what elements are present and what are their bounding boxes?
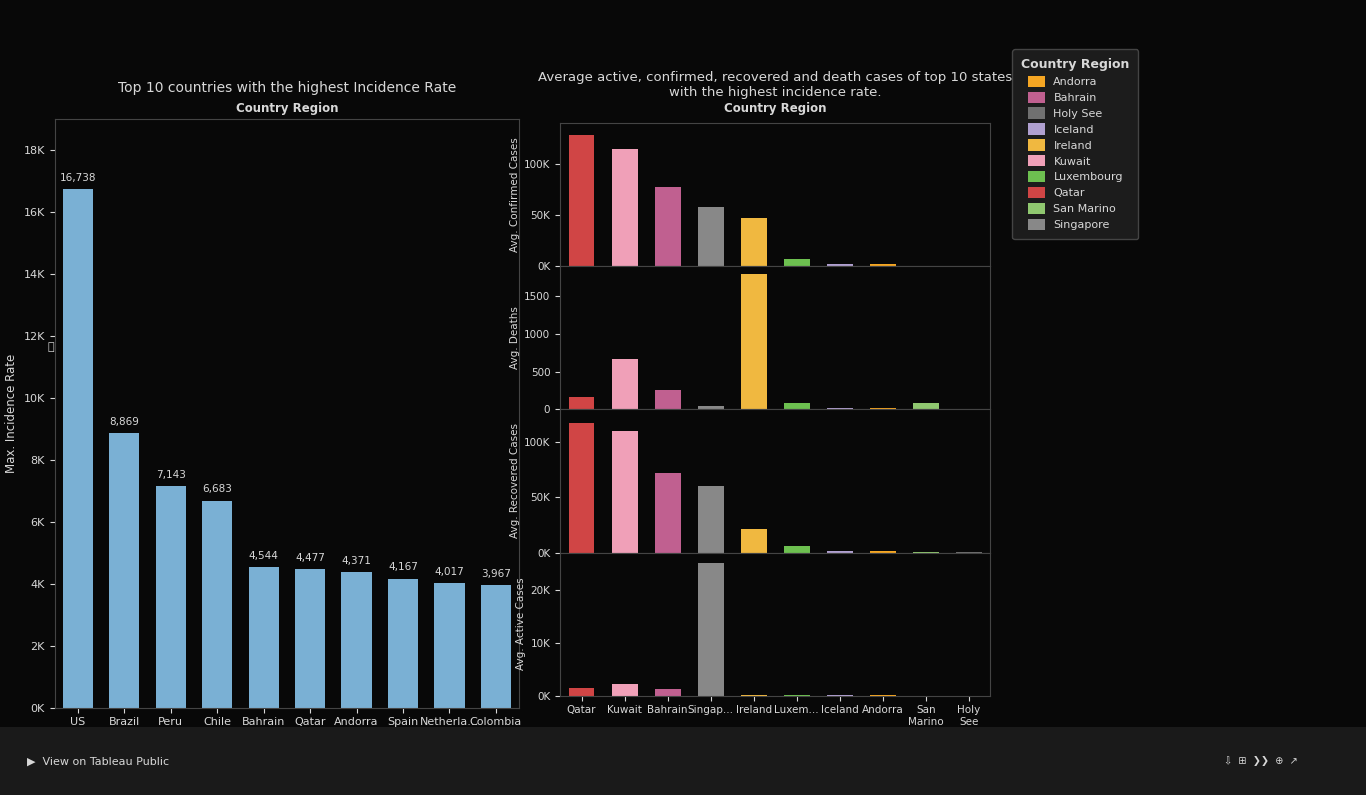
Y-axis label: Avg. Confirmed Cases: Avg. Confirmed Cases bbox=[510, 138, 520, 252]
Bar bbox=[568, 423, 594, 553]
Bar bbox=[342, 572, 372, 708]
Bar bbox=[698, 563, 724, 696]
Text: 4,167: 4,167 bbox=[388, 562, 418, 572]
Bar bbox=[784, 402, 810, 409]
Bar bbox=[202, 501, 232, 708]
Text: Average active, confirmed, recovered and death cases of top 10 states
with the h: Average active, confirmed, recovered and… bbox=[538, 72, 1012, 99]
Bar bbox=[612, 149, 638, 266]
Bar bbox=[912, 403, 938, 409]
Bar bbox=[568, 397, 594, 409]
Bar bbox=[698, 405, 724, 409]
Bar bbox=[295, 569, 325, 708]
Text: 4,371: 4,371 bbox=[342, 556, 372, 566]
Bar bbox=[568, 135, 594, 266]
Bar bbox=[826, 551, 852, 553]
Bar bbox=[740, 273, 766, 409]
Text: Top 10 countries with the highest Incidence Rate: Top 10 countries with the highest Incide… bbox=[117, 81, 456, 95]
Bar bbox=[698, 207, 724, 266]
Y-axis label: Max. Incidence Rate: Max. Incidence Rate bbox=[5, 354, 18, 473]
Bar bbox=[654, 688, 680, 696]
Bar bbox=[870, 551, 896, 553]
Y-axis label: Avg. Recovered Cases: Avg. Recovered Cases bbox=[510, 424, 520, 538]
Text: 4,477: 4,477 bbox=[295, 553, 325, 563]
Text: 4,017: 4,017 bbox=[434, 567, 464, 577]
Bar bbox=[740, 529, 766, 553]
Text: 4,544: 4,544 bbox=[249, 551, 279, 560]
Bar bbox=[481, 584, 511, 708]
Text: ⧈: ⧈ bbox=[48, 342, 55, 352]
Bar bbox=[870, 264, 896, 266]
Text: ⇩  ⊞  ❯❯  ⊕  ↗: ⇩ ⊞ ❯❯ ⊕ ↗ bbox=[1224, 756, 1298, 766]
Text: 16,738: 16,738 bbox=[60, 173, 96, 183]
Bar bbox=[109, 433, 139, 708]
Bar bbox=[612, 684, 638, 696]
Bar bbox=[63, 189, 93, 708]
Bar bbox=[612, 432, 638, 553]
Bar bbox=[568, 688, 594, 696]
Y-axis label: Avg. Deaths: Avg. Deaths bbox=[510, 306, 520, 370]
Y-axis label: Avg. Active Cases: Avg. Active Cases bbox=[516, 578, 526, 670]
Text: 3,967: 3,967 bbox=[481, 568, 511, 579]
Legend: Andorra, Bahrain, Holy See, Iceland, Ireland, Kuwait, Luxembourg, Qatar, San Mar: Andorra, Bahrain, Holy See, Iceland, Ire… bbox=[1012, 49, 1138, 239]
Bar bbox=[654, 473, 680, 553]
Text: Country Region: Country Region bbox=[724, 103, 826, 115]
Bar bbox=[388, 579, 418, 708]
Bar bbox=[654, 187, 680, 266]
Text: 7,143: 7,143 bbox=[156, 470, 186, 480]
Bar bbox=[784, 259, 810, 266]
Bar bbox=[870, 408, 896, 409]
Bar bbox=[826, 264, 852, 266]
Text: ▶  View on Tableau Public: ▶ View on Tableau Public bbox=[27, 756, 169, 766]
Text: 6,683: 6,683 bbox=[202, 484, 232, 494]
Bar bbox=[612, 359, 638, 409]
Bar bbox=[740, 219, 766, 266]
Text: 8,869: 8,869 bbox=[109, 417, 139, 427]
Bar bbox=[249, 567, 279, 708]
Bar bbox=[698, 487, 724, 553]
Bar bbox=[654, 390, 680, 409]
Bar bbox=[740, 695, 766, 696]
Bar bbox=[156, 487, 186, 708]
Bar bbox=[434, 584, 464, 708]
Bar bbox=[784, 546, 810, 553]
Text: Country Region: Country Region bbox=[235, 103, 339, 115]
